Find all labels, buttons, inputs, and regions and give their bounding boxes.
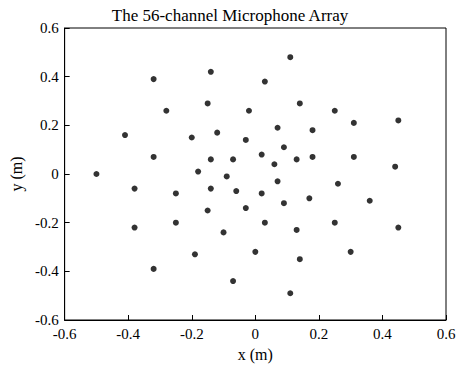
svg-text:-0.4: -0.4 (35, 263, 59, 279)
svg-text:y (m): y (m) (8, 156, 26, 191)
svg-text:-0.6: -0.6 (53, 326, 77, 342)
svg-text:The 56-channel Microphone Arra: The 56-channel Microphone Array (112, 6, 349, 25)
svg-text:0: 0 (252, 326, 260, 342)
svg-text:-0.2: -0.2 (35, 215, 59, 231)
svg-text:-0.6: -0.6 (34, 312, 59, 328)
svg-text:-0.2: -0.2 (180, 326, 204, 342)
svg-text:0.6: 0.6 (40, 20, 59, 36)
svg-text:-0.4: -0.4 (116, 326, 140, 342)
svg-text:0.4: 0.4 (40, 69, 59, 85)
svg-text:0: 0 (51, 166, 59, 182)
svg-text:0.4: 0.4 (373, 326, 392, 342)
svg-text:0.2: 0.2 (310, 326, 329, 342)
svg-text:0.2: 0.2 (40, 117, 59, 133)
svg-text:x (m): x (m) (238, 346, 273, 364)
svg-text:0.6: 0.6 (437, 326, 456, 342)
